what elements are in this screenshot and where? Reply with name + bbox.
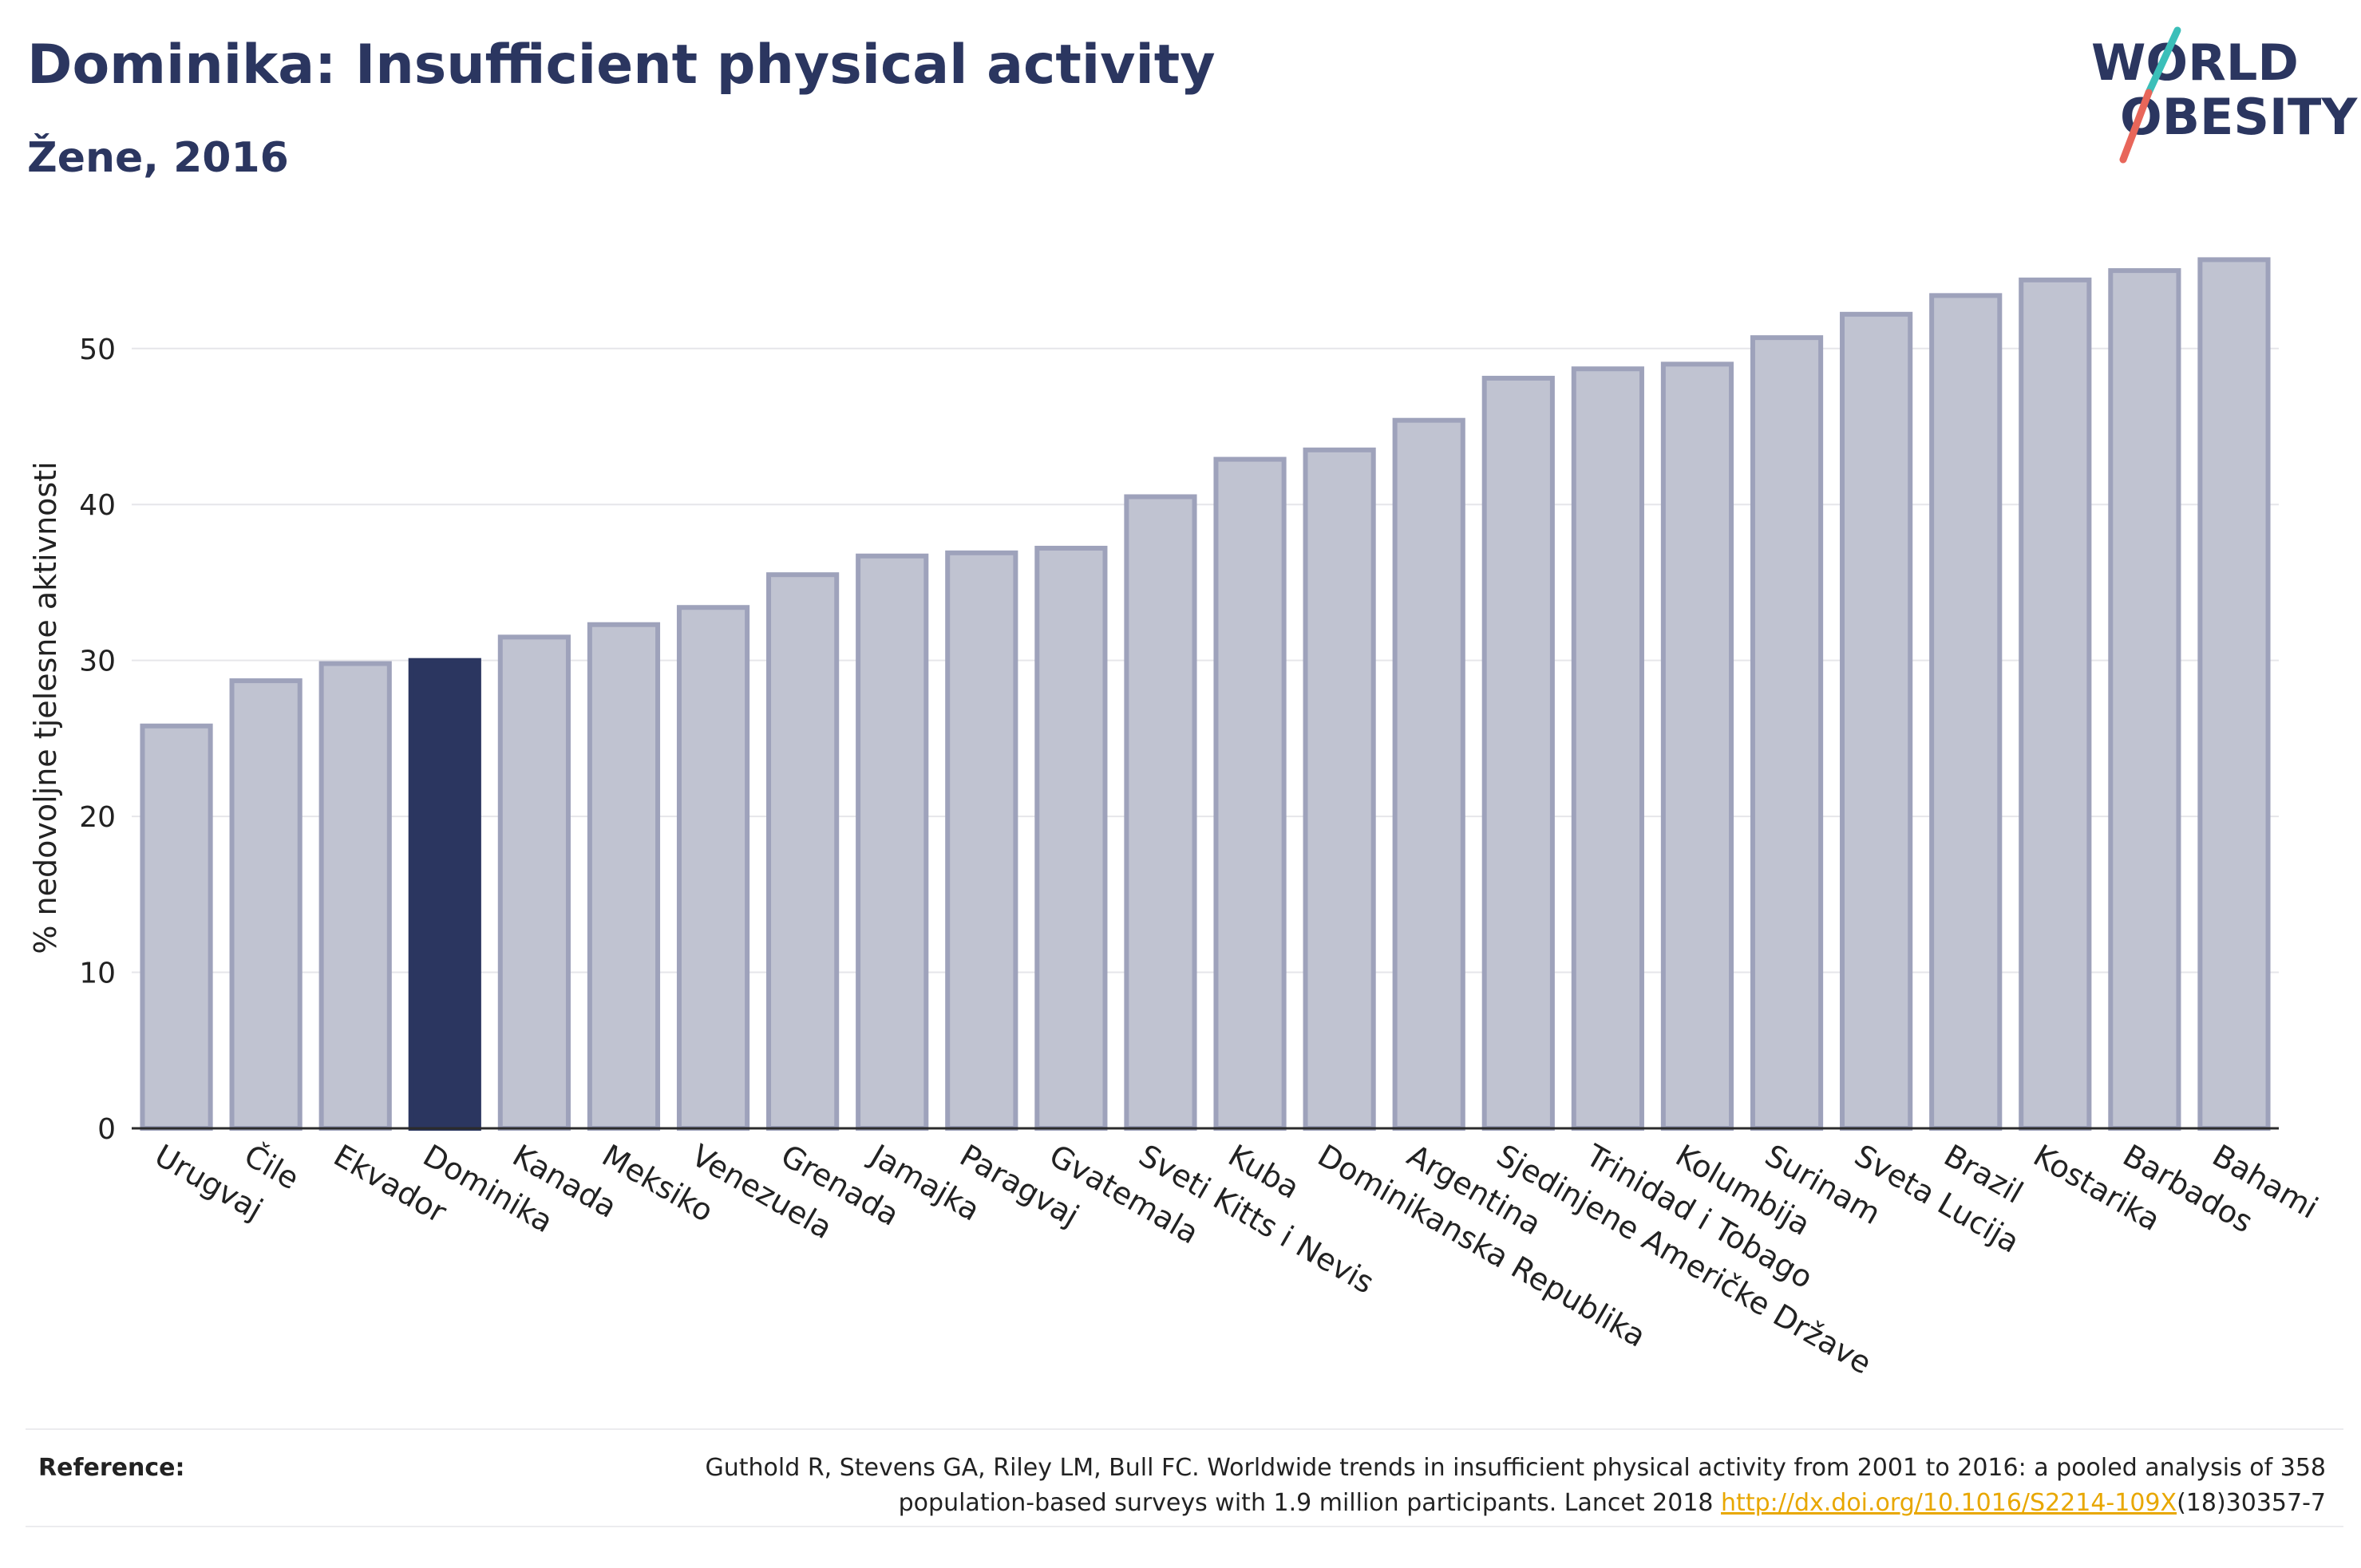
- bar-venezuela: [676, 605, 750, 1131]
- bar-grenada: [766, 572, 840, 1131]
- y-tick-label: 0: [97, 1113, 116, 1146]
- bar-jamajka: [856, 553, 929, 1131]
- logo-slash-teal: [2145, 26, 2181, 97]
- y-axis-label: % nedovoljne tjelesne aktivnosti: [28, 461, 63, 954]
- logo-line-1: WORLD: [2091, 34, 2299, 92]
- reference-label: Reference:: [38, 1454, 185, 1482]
- bars: [140, 257, 2271, 1132]
- logo-slash-red: [2119, 89, 2153, 164]
- bar-ekvador: [318, 661, 392, 1131]
- gridlines: [132, 347, 2279, 974]
- bar-barbados: [2108, 268, 2181, 1131]
- reference-line-2-suffix: (18)30357-7: [2177, 1489, 2326, 1517]
- bar-kolumbija: [1660, 361, 1734, 1131]
- bar-sjedinjene-američke-države: [1481, 375, 1555, 1131]
- logo-line-2: OBESITY: [2120, 88, 2358, 146]
- reference-text: Guthold R, Stevens GA, Riley LM, Bull FC…: [490, 1451, 2326, 1521]
- bar-argentina: [1392, 417, 1465, 1131]
- reference-line-2: population-based surveys with 1.9 millio…: [490, 1486, 2326, 1521]
- world-obesity-logo: WORLD OBESITY: [2075, 24, 2358, 168]
- bar-gvatemala: [1034, 545, 1108, 1131]
- reference-line-2-text: population-based surveys with 1.9 millio…: [898, 1489, 1722, 1517]
- reference-line-1: Guthold R, Stevens GA, Riley LM, Bull FC…: [705, 1454, 2326, 1482]
- bar-trinidad-i-tobago: [1571, 366, 1644, 1131]
- bar-urugvaj: [140, 723, 213, 1131]
- y-tick-label: 30: [79, 646, 116, 678]
- bar-kanada: [497, 634, 571, 1131]
- bar-čile: [229, 678, 303, 1131]
- bar-kuba: [1213, 456, 1287, 1131]
- bar-dominikanska-republika: [1303, 447, 1376, 1131]
- bar-meksiko: [587, 622, 661, 1131]
- reference-divider-top: [26, 1428, 2343, 1430]
- y-tick-label: 10: [79, 958, 116, 990]
- y-tick-label: 50: [79, 334, 116, 366]
- reference-divider-bottom: [26, 1526, 2343, 1527]
- bar-brazil: [1929, 293, 2003, 1131]
- world-obesity-logo-graphic: WORLD OBESITY: [2091, 26, 2358, 164]
- bar-sveti-kitts-i-nevis: [1124, 494, 1197, 1131]
- bar-dominika: [408, 658, 481, 1131]
- bar-kostarika: [2019, 277, 2092, 1131]
- bar-paragvaj: [945, 550, 1018, 1131]
- y-axis-ticks: 0 10 20 30 40 50: [79, 334, 116, 1146]
- chart-title: Dominika: Insufficient physical activity: [27, 34, 1216, 97]
- y-tick-label: 40: [79, 489, 116, 522]
- reference-doi-link[interactable]: http://dx.doi.org/10.1016/S2214-109X: [1721, 1489, 2177, 1517]
- bar-surinam: [1750, 335, 1824, 1131]
- bar-bahami: [2197, 257, 2271, 1132]
- y-tick-label: 20: [79, 801, 116, 834]
- chart-subtitle: Žene, 2016: [27, 134, 289, 182]
- bar-sveta-lucija: [1840, 311, 1913, 1131]
